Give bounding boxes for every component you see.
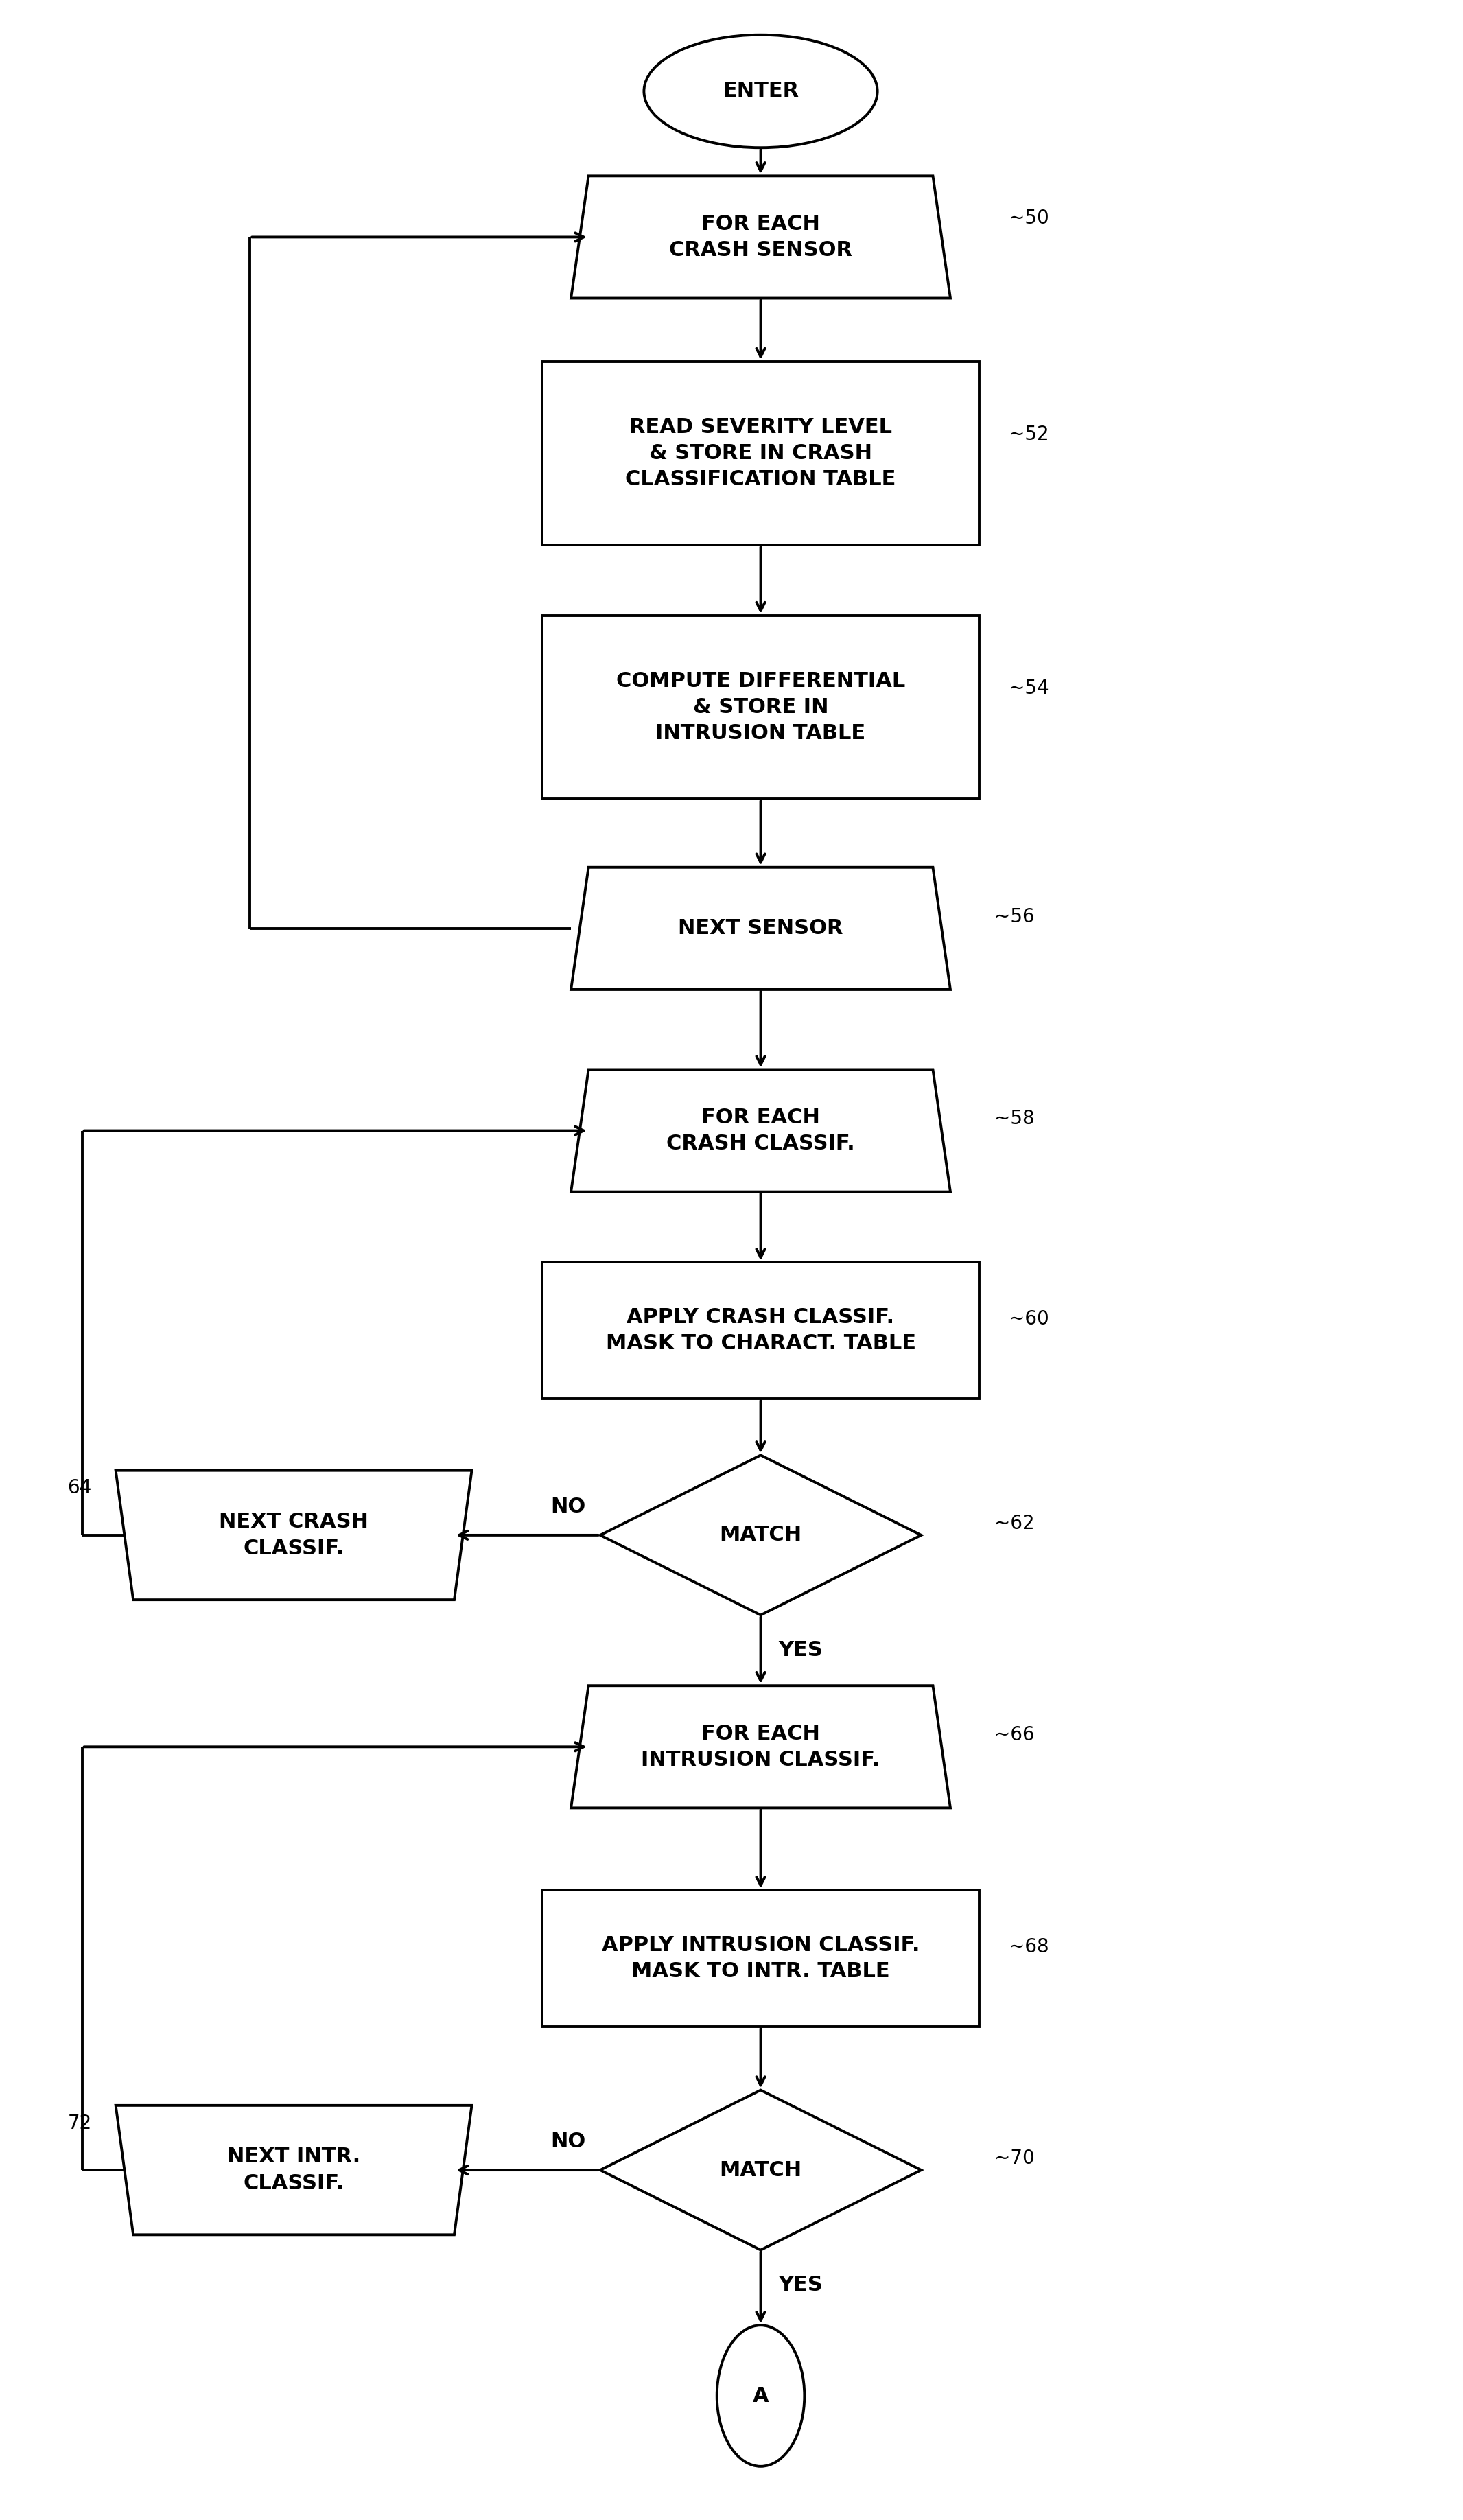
Text: MATCH: MATCH: [720, 1525, 802, 1545]
Polygon shape: [571, 1068, 951, 1192]
Polygon shape: [571, 1686, 951, 1807]
Text: ~52: ~52: [1009, 426, 1049, 444]
Text: YES: YES: [778, 1641, 822, 1661]
Text: 64: 64: [67, 1479, 92, 1497]
Text: A: A: [752, 2386, 768, 2407]
Polygon shape: [571, 867, 951, 990]
Text: COMPUTE DIFFERENTIAL
& STORE IN
INTRUSION TABLE: COMPUTE DIFFERENTIAL & STORE IN INTRUSIO…: [616, 670, 906, 743]
Text: ~68: ~68: [1009, 1938, 1049, 1956]
Text: MATCH: MATCH: [720, 2160, 802, 2180]
Text: ~60: ~60: [1009, 1310, 1049, 1328]
Text: READ SEVERITY LEVEL
& STORE IN CRASH
CLASSIFICATION TABLE: READ SEVERITY LEVEL & STORE IN CRASH CLA…: [625, 418, 895, 489]
Text: NEXT SENSOR: NEXT SENSOR: [679, 917, 843, 937]
Polygon shape: [116, 2104, 471, 2235]
FancyBboxPatch shape: [541, 615, 980, 799]
FancyBboxPatch shape: [541, 1890, 980, 2026]
Polygon shape: [600, 2089, 922, 2250]
Text: FOR EACH
CRASH CLASSIF.: FOR EACH CRASH CLASSIF.: [667, 1109, 854, 1154]
Polygon shape: [600, 1454, 922, 1615]
Text: YES: YES: [778, 2276, 822, 2296]
Text: ~66: ~66: [995, 1726, 1034, 1744]
Text: NEXT CRASH
CLASSIF.: NEXT CRASH CLASSIF.: [219, 1512, 369, 1557]
Text: NEXT INTR.
CLASSIF.: NEXT INTR. CLASSIF.: [227, 2147, 360, 2192]
Text: NO: NO: [550, 2132, 585, 2152]
Text: FOR EACH
CRASH SENSOR: FOR EACH CRASH SENSOR: [669, 214, 853, 260]
Circle shape: [717, 2326, 805, 2467]
Text: ~58: ~58: [995, 1109, 1034, 1129]
Text: ~62: ~62: [995, 1515, 1034, 1532]
Text: ENTER: ENTER: [723, 81, 799, 101]
Text: ~50: ~50: [1009, 209, 1049, 227]
Text: NO: NO: [550, 1497, 585, 1517]
FancyBboxPatch shape: [541, 1263, 980, 1399]
Ellipse shape: [644, 35, 878, 149]
Text: ~54: ~54: [1009, 678, 1049, 698]
Text: APPLY CRASH CLASSIF.
MASK TO CHARACT. TABLE: APPLY CRASH CLASSIF. MASK TO CHARACT. TA…: [606, 1308, 916, 1353]
Text: 72: 72: [67, 2114, 92, 2132]
Polygon shape: [571, 176, 951, 297]
Polygon shape: [116, 1472, 471, 1600]
Text: FOR EACH
INTRUSION CLASSIF.: FOR EACH INTRUSION CLASSIF.: [641, 1724, 881, 1769]
FancyBboxPatch shape: [541, 363, 980, 544]
Text: ~56: ~56: [995, 907, 1034, 927]
Text: APPLY INTRUSION CLASSIF.
MASK TO INTR. TABLE: APPLY INTRUSION CLASSIF. MASK TO INTR. T…: [601, 1935, 920, 1981]
Text: ~70: ~70: [995, 2150, 1034, 2167]
